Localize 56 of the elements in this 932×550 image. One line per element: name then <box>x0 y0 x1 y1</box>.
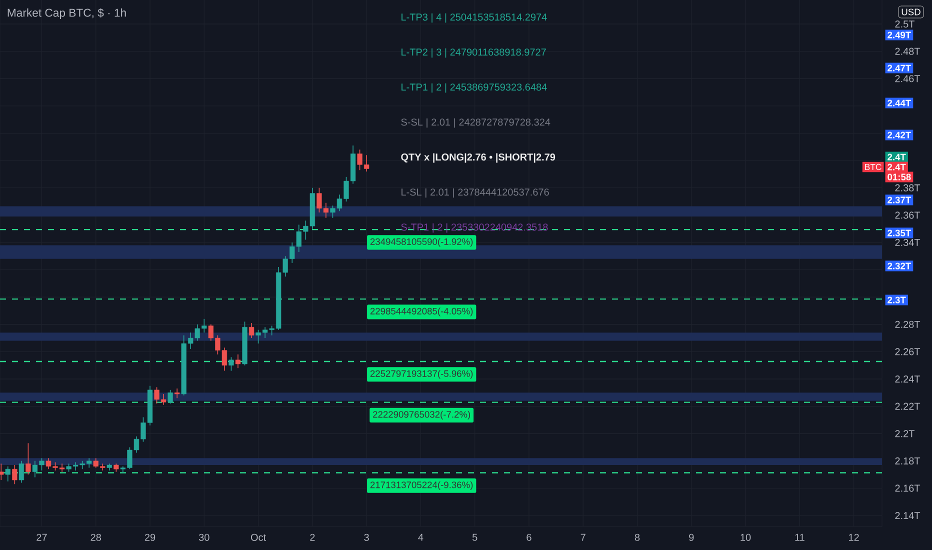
x-tick-label: 29 <box>144 534 156 541</box>
text: 2.47T <box>888 64 912 72</box>
annotation: L-TP2 | 3 | 2479011638918.9727 <box>402 48 546 58</box>
text: 2.4T <box>888 154 906 160</box>
y-tick-label: 2.18T <box>895 457 920 464</box>
x-tick-label: 11 <box>795 534 804 541</box>
y-tick-label: 2.36T <box>895 212 920 219</box>
annotation: S-TP1 | 2 | 2353302240942.3518 <box>401 223 548 233</box>
y-tick-label: 2.22T <box>895 402 920 410</box>
x-tick-label: 5 <box>472 534 478 541</box>
ref-line-label: 2252797193137(-5.96%) <box>370 370 473 379</box>
x-tick-label: 9 <box>689 534 694 541</box>
y-tick-label: 2.38T <box>895 184 920 192</box>
annotation: QTY x |LONG|2.76 • |SHORT|2.79 <box>401 153 556 163</box>
ref-line-label: 2298544492085(-4.05%) <box>370 308 473 316</box>
text: 2.4T <box>888 164 906 170</box>
ref-line-label: 2222909765032(-7.2%) <box>373 410 470 420</box>
annotation: BTC <box>865 164 882 170</box>
y-tick-label: 2.48T <box>895 48 920 55</box>
y-tick-label: 2.34T <box>895 238 920 246</box>
x-tick-label: 2 <box>310 534 315 541</box>
text: 2.49T <box>888 32 912 38</box>
x-tick-label: 10 <box>740 534 751 541</box>
y-tick-label: 2.16T <box>895 484 920 492</box>
annotation: L-TP3 | 4 | 2504153518514.2974 <box>402 13 547 23</box>
y-tick-label: 2.26T <box>895 348 920 356</box>
x-tick-label: 27 <box>36 534 47 541</box>
x-tick-label: 8 <box>634 534 640 541</box>
text: 2.42T <box>888 132 912 138</box>
annotation: L-TP1 | 2 | 2453869759323.6484 <box>402 83 547 93</box>
x-tick-label: 28 <box>90 534 101 541</box>
y-tick-label: 2.46T <box>895 75 920 82</box>
annotation: S-SL | 2.01 | 2428727879728.324 <box>401 118 550 128</box>
text: 2.35T <box>888 230 912 236</box>
ref-line-label: 2171313705224(-9.36%) <box>370 481 473 490</box>
y-tick-label: 2.2T <box>895 430 914 438</box>
text: Market Cap BTC, $ · 1h <box>8 8 126 19</box>
x-tick-label: 30 <box>198 534 210 541</box>
y-tick-label: 2.28T <box>895 320 920 328</box>
text: 2.37T <box>888 196 912 204</box>
x-tick-label: 4 <box>418 534 424 541</box>
y-tick-label: 2.24T <box>895 376 920 382</box>
ref-line-label: 2349458105590(-1.92%) <box>370 238 473 247</box>
y-tick-label: 2.5T <box>895 20 914 28</box>
x-tick-label: Oct <box>250 534 266 541</box>
x-tick-label: 12 <box>849 534 859 541</box>
text: 01:58 <box>888 174 911 180</box>
text: 2.44T <box>888 100 912 106</box>
x-tick-label: 6 <box>526 534 532 541</box>
y-tick-label: 2.14T <box>895 512 920 520</box>
x-tick-label: 3 <box>364 534 369 541</box>
x-tick-label: 7 <box>580 534 586 541</box>
annotation: L-SL | 2.01 | 2378444120537.676 <box>402 188 549 198</box>
text: 2.32T <box>888 262 912 270</box>
text: USD <box>902 8 920 16</box>
text: 2.3T <box>888 296 906 304</box>
